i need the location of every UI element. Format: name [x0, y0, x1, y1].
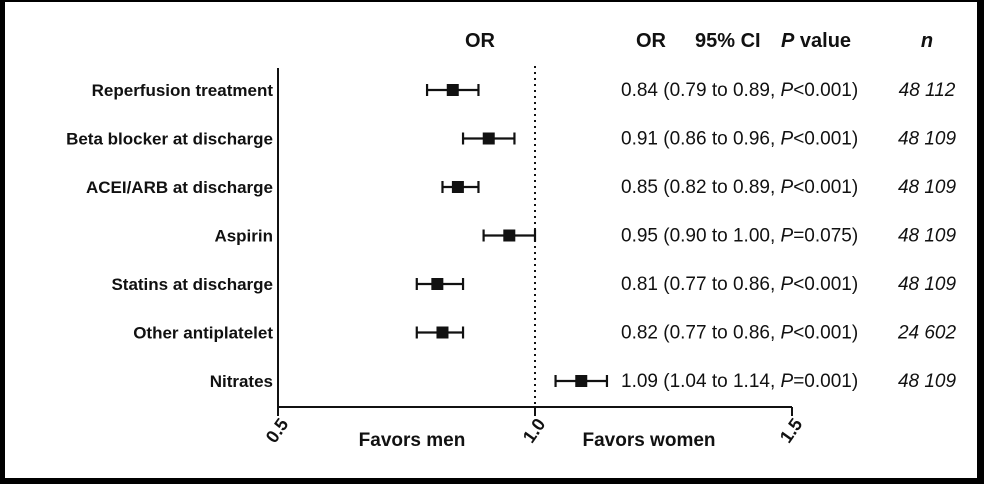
- p-value-text: <0.001): [793, 177, 858, 198]
- or-ci-text: 0.85 (0.82 to 0.89,: [621, 177, 781, 198]
- or-ci-text: 0.84 (0.79 to 0.89,: [621, 80, 781, 101]
- or-point-marker: [575, 375, 588, 387]
- row-label: Reperfusion treatment: [92, 81, 274, 100]
- or-ci-text: 0.91 (0.86 to 0.96,: [621, 129, 781, 150]
- or-point-marker: [482, 132, 495, 145]
- or-point-marker: [446, 84, 459, 96]
- or-point-marker: [451, 181, 464, 193]
- chart-frame: OR OR 95% CI P value n 0.5 1.0 1.5 Reperfu…: [5, 2, 977, 478]
- forest-rows: Reperfusion treatment 0.84 (0.79 to 0.89,…: [66, 80, 956, 392]
- or-ci-p-text: 0.82 (0.77 to 0.86, P<0.001): [621, 323, 858, 344]
- or-ci-p-text: 0.81 (0.77 to 0.86, P<0.001): [621, 274, 858, 295]
- or-ci-text: 0.81 (0.77 to 0.86,: [621, 274, 781, 295]
- n-value: 48 112: [899, 80, 956, 101]
- row-label: Beta blocker at discharge: [66, 130, 273, 149]
- or-ci-p-text: 0.85 (0.82 to 0.89, P<0.001): [621, 177, 858, 198]
- favors-men-label: Favors men: [359, 430, 466, 451]
- or-ci-p-text: 0.95 (0.90 to 1.00, P=0.075): [621, 226, 858, 247]
- p-letter: P: [781, 274, 794, 295]
- row-label: ACEI/ARB at discharge: [86, 178, 273, 197]
- p-letter: P: [781, 323, 794, 344]
- or-ci-text: 0.82 (0.77 to 0.86,: [621, 323, 781, 344]
- n-value: 24 602: [897, 323, 957, 344]
- p-value-text: =0.075): [793, 226, 858, 247]
- or-column-header: OR: [636, 30, 667, 52]
- row-label: Nitrates: [210, 372, 273, 391]
- row-label: Other antiplatelet: [133, 324, 273, 343]
- or-ci-p-text: 0.91 (0.86 to 0.96, P<0.001): [621, 129, 858, 150]
- or-ci-p-text: 0.84 (0.79 to 0.89, P<0.001): [621, 80, 858, 101]
- ci-column-header: 95% CI: [695, 30, 761, 52]
- or-point-marker: [436, 326, 449, 339]
- p-value-text: <0.001): [793, 274, 858, 295]
- favors-women-label: Favors women: [582, 430, 715, 451]
- n-value: 48 109: [898, 371, 957, 392]
- p-letter: P: [781, 80, 794, 101]
- p-letter: P: [781, 371, 794, 392]
- x-tick-label: 1.0: [519, 415, 550, 447]
- n-column-header: n: [921, 30, 933, 52]
- or-ci-text: 0.95 (0.90 to 1.00,: [621, 226, 781, 247]
- n-value: 48 109: [898, 177, 957, 198]
- p-value-header-rest: value: [794, 30, 851, 52]
- x-tick-label: 1.5: [776, 415, 807, 447]
- or-point-marker: [431, 278, 444, 290]
- row-label: Statins at discharge: [111, 275, 273, 294]
- or-ci-p-text: 1.09 (1.04 to 1.14, P=0.001): [621, 371, 858, 392]
- p-letter: P: [781, 177, 794, 198]
- n-value: 48 109: [898, 274, 957, 295]
- n-value: 48 109: [898, 226, 957, 247]
- p-value-text: =0.001): [793, 371, 858, 392]
- n-value: 48 109: [898, 129, 957, 150]
- p-letter: P: [781, 226, 794, 247]
- p-letter: P: [781, 129, 794, 150]
- x-axis-ticks: 0.5 1.0 1.5: [262, 407, 807, 447]
- p-value-text: <0.001): [793, 129, 858, 150]
- p-value-text: <0.001): [793, 323, 858, 344]
- forest-plot: OR OR 95% CI P value n 0.5 1.0 1.5 Reperfu…: [66, 30, 956, 451]
- p-value-header-letter: P: [781, 30, 795, 52]
- or-axis-header: OR: [465, 30, 496, 52]
- x-tick-label: 0.5: [262, 415, 293, 447]
- p-value-header: P value: [781, 30, 851, 52]
- p-value-text: <0.001): [793, 80, 858, 101]
- or-ci-text: 1.09 (1.04 to 1.14,: [621, 371, 781, 392]
- row-label: Aspirin: [214, 227, 273, 246]
- or-point-marker: [503, 229, 516, 242]
